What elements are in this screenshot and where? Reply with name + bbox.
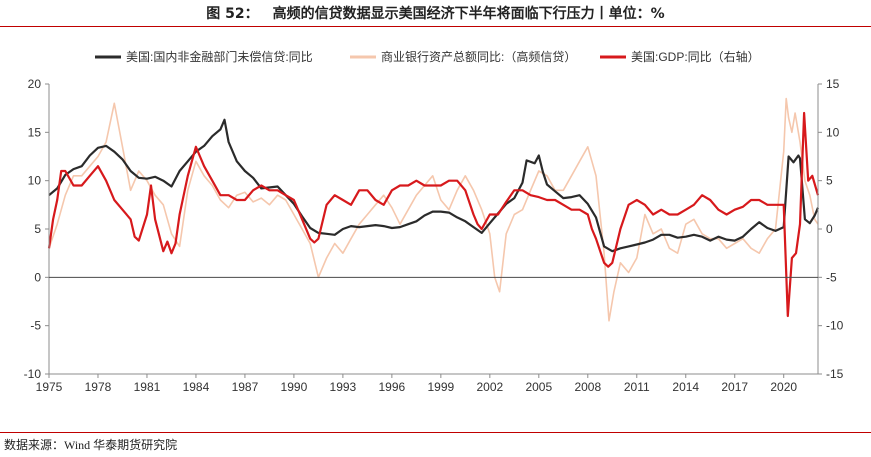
series-line-gdp: [47, 111, 820, 318]
y-left-tick-label: 5: [34, 222, 41, 236]
y-right-tick-label: -10: [826, 319, 844, 333]
series-line-credit: [48, 118, 820, 253]
y-right-tick-label: -5: [826, 270, 837, 284]
y-left-tick-label: 20: [28, 77, 42, 91]
figure-number: 图 52：: [206, 6, 259, 22]
x-tick-label: 2005: [525, 380, 552, 394]
y-left-tick-label: 0: [34, 270, 41, 284]
x-tick-label: 2002: [476, 380, 503, 394]
x-tick-label: 1978: [85, 380, 112, 394]
x-tick-label: 2011: [624, 380, 650, 394]
x-tick-label: 1990: [281, 380, 308, 394]
legend-label-bank: 商业银行资产总额同比:（高频信贷）: [381, 49, 576, 64]
y-right-tick-label: 10: [826, 125, 840, 139]
legend-label-gdp: 美国:GDP:同比（右轴）: [631, 49, 760, 64]
x-tick-label: 1981: [134, 380, 161, 394]
y-left-tick-label: 10: [28, 174, 42, 188]
y-left-tick-label: -5: [30, 319, 41, 333]
x-tick-label: 1987: [232, 380, 259, 394]
y-left-tick-label: 15: [28, 125, 42, 139]
figure-title-text: 高频的信贷数据显示美国经济下半年将面临下行压力丨单位：%: [272, 6, 665, 22]
figure-title: 图 52： 高频的信贷数据显示美国经济下半年将面临下行压力丨单位：%: [0, 0, 871, 26]
x-tick-label: 1975: [36, 380, 63, 394]
x-tick-label: 1996: [379, 380, 406, 394]
x-tick-label: 1984: [183, 380, 210, 394]
x-tick-label: 2014: [672, 380, 699, 394]
axes: -10 -5 0 5 10 15 20 -15 -10 -5 0 5 10 15 1975 1978 1981 1…: [24, 77, 844, 394]
y-right-tick-label: 5: [826, 174, 833, 188]
footer-rule: [0, 432, 871, 433]
y-right-tick-label: 15: [826, 77, 840, 91]
source-note: 数据来源：Wind 华泰期货研究院: [4, 438, 178, 452]
plot-area: [47, 97, 820, 322]
y-right-tick-label: -15: [826, 367, 844, 381]
x-tick-label: 2017: [721, 380, 748, 394]
x-tick-label: 2020: [770, 380, 797, 394]
series-line-bank: [48, 97, 819, 322]
line-chart: 美国:国内非金融部门未偿信贷:同比 商业银行资产总额同比:（高频信贷） 美国:GDP…: [24, 49, 844, 394]
y-right-tick-label: 0: [826, 222, 833, 236]
chart-legend: 美国:国内非金融部门未偿信贷:同比 商业银行资产总额同比:（高频信贷） 美国:GDP…: [95, 49, 760, 64]
legend-label-credit: 美国:国内非金融部门未偿信贷:同比: [126, 49, 313, 64]
x-tick-label: 1999: [427, 380, 454, 394]
title-rule: [0, 26, 871, 27]
x-tick-label: 2008: [574, 380, 601, 394]
y-left-tick-label: -10: [24, 367, 42, 381]
x-tick-label: 1993: [330, 380, 357, 394]
